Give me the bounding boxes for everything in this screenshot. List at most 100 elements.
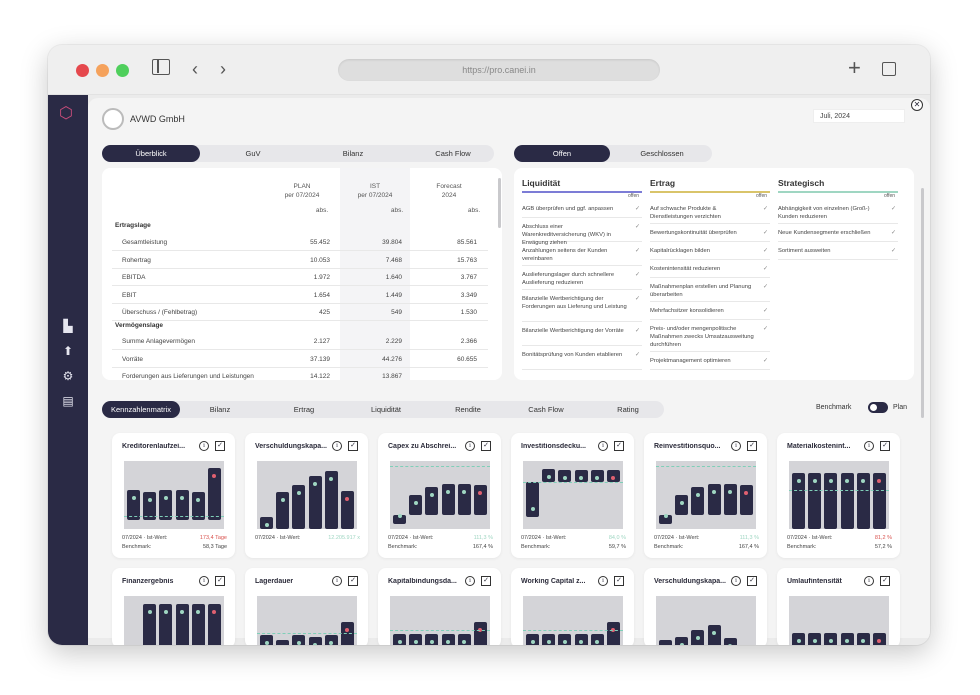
chart-bar[interactable] xyxy=(276,639,290,645)
chart-bar[interactable] xyxy=(872,473,886,529)
info-icon[interactable]: i xyxy=(731,576,741,586)
chart-bar[interactable] xyxy=(840,473,854,529)
action-item[interactable]: Kostenintensität reduzieren ✓ xyxy=(650,262,770,278)
chart-bar[interactable] xyxy=(425,486,439,516)
chart-bar[interactable] xyxy=(260,635,274,645)
canei-logo-icon[interactable]: ⬡ xyxy=(59,105,73,122)
upload-icon[interactable]: ⬆ xyxy=(62,344,74,358)
tab-liquiditaet[interactable]: Liquidität xyxy=(370,405,402,414)
address-bar[interactable]: https://pro.canei.in xyxy=(338,59,660,81)
kpi-card[interactable]: Umlaufintensität i ✓ xyxy=(777,568,900,645)
chart-bar[interactable] xyxy=(409,495,423,516)
chart-bar[interactable] xyxy=(292,635,306,645)
check-icon[interactable]: ✓ xyxy=(890,248,896,254)
chart-bar[interactable] xyxy=(175,489,189,521)
chart-bar[interactable] xyxy=(457,634,471,645)
chart-bar[interactable] xyxy=(659,639,673,645)
table-row[interactable]: EBITDA 1.972 1.640 3.767 xyxy=(112,269,488,286)
chart-bar[interactable] xyxy=(175,603,189,645)
check-icon[interactable]: ✓ xyxy=(614,441,624,451)
info-icon[interactable]: i xyxy=(465,576,475,586)
check-icon[interactable]: ✓ xyxy=(762,266,768,272)
tab-rating[interactable]: Rating xyxy=(617,405,639,414)
action-item[interactable]: Neue Kundensegmente erschließen ✓ xyxy=(778,226,898,242)
chart-bar[interactable] xyxy=(324,635,338,645)
sidebar-toggle-icon[interactable] xyxy=(152,59,170,75)
tab-cashflow-kpi[interactable]: Cash Flow xyxy=(528,405,564,414)
chart-bar[interactable] xyxy=(473,621,487,645)
chart-bar[interactable] xyxy=(308,636,322,645)
info-icon[interactable]: i xyxy=(598,576,608,586)
forward-icon[interactable]: › xyxy=(220,59,226,79)
check-icon[interactable]: ✓ xyxy=(634,206,640,212)
documents-icon[interactable]: ▤ xyxy=(62,394,74,408)
check-icon[interactable]: ✓ xyxy=(634,224,640,230)
chart-bar[interactable] xyxy=(675,495,689,516)
check-icon[interactable]: ✓ xyxy=(614,576,624,586)
chart-bar[interactable] xyxy=(856,473,870,529)
chart-bar[interactable] xyxy=(409,634,423,645)
info-icon[interactable]: i xyxy=(731,441,741,451)
chart-bar[interactable] xyxy=(574,469,588,482)
chart-bar[interactable] xyxy=(558,469,572,482)
chart-bar[interactable] xyxy=(457,484,471,516)
info-icon[interactable]: i xyxy=(199,441,209,451)
check-icon[interactable]: ✓ xyxy=(762,284,768,290)
table-row[interactable]: EBIT 1.654 1.449 3.349 xyxy=(112,287,488,304)
tab-offen[interactable]: Offen xyxy=(514,145,610,162)
chart-bar[interactable] xyxy=(127,489,141,521)
chart-bar[interactable] xyxy=(808,473,822,529)
action-item[interactable]: Bewertungskontinuität überprüfen ✓ xyxy=(650,226,770,242)
action-item[interactable]: Preis- und/oder mengenpolitische Maßnahm… xyxy=(650,322,770,352)
date-selector[interactable]: Juli, 2024 xyxy=(813,109,905,123)
chart-bar[interactable] xyxy=(659,515,673,524)
kpi-card[interactable]: Kreditorenlaufzei... i ✓ 07/2024 · Ist-Wert… xyxy=(112,433,235,558)
info-icon[interactable]: i xyxy=(864,576,874,586)
chart-bar[interactable] xyxy=(441,484,455,516)
tab-cashflow[interactable]: Cash Flow xyxy=(435,149,471,158)
info-icon[interactable]: i xyxy=(465,441,475,451)
action-item[interactable]: Mehrfachsitzer konsolidieren ✓ xyxy=(650,304,770,320)
action-item[interactable]: Kapitalrücklagen bilden ✓ xyxy=(650,244,770,260)
chart-bar[interactable] xyxy=(425,634,439,645)
check-icon[interactable]: ✓ xyxy=(634,272,640,278)
close-icon[interactable]: ✕ xyxy=(911,99,923,111)
minimize-window-button[interactable] xyxy=(96,64,109,77)
check-icon[interactable]: ✓ xyxy=(762,206,768,212)
check-icon[interactable]: ✓ xyxy=(890,230,896,236)
tab-guv[interactable]: GuV xyxy=(245,149,261,158)
chart-bar[interactable] xyxy=(606,469,620,482)
chart-bar[interactable] xyxy=(792,473,806,529)
action-item[interactable]: Projektmanagement optimieren ✓ xyxy=(650,354,770,370)
check-icon[interactable]: ✓ xyxy=(215,441,225,451)
check-icon[interactable]: ✓ xyxy=(762,308,768,314)
page-scrollbar[interactable] xyxy=(921,188,924,418)
check-icon[interactable]: ✓ xyxy=(481,576,491,586)
kpi-card[interactable]: Capex zu Abschrei... i ✓ 07/2024 · Ist-Wert… xyxy=(378,433,501,558)
action-item[interactable]: Bilanzielle Wertberichtigung der Vorräte… xyxy=(522,324,642,346)
chart-bar[interactable] xyxy=(393,634,407,645)
action-item[interactable]: Bonitätsprüfung von Kunden etablieren ✓ xyxy=(522,348,642,370)
tab-kennzahlenmatrix[interactable]: Kennzahlenmatrix xyxy=(102,401,180,418)
kpi-card[interactable]: Reinvestitionsquo... i ✓ 07/2024 · Ist-Wert… xyxy=(644,433,767,558)
action-item[interactable]: Sortiment ausweiten ✓ xyxy=(778,244,898,260)
table-row[interactable]: Gesamtleistung 55.452 39.804 85.561 xyxy=(112,234,488,251)
chart-bar[interactable] xyxy=(675,636,689,645)
chart-bar[interactable] xyxy=(526,634,540,645)
tab-bilanz-kpi[interactable]: Bilanz xyxy=(209,405,231,414)
chart-bar[interactable] xyxy=(292,485,306,529)
tab-bilanz[interactable]: Bilanz xyxy=(342,149,364,158)
chart-bar[interactable] xyxy=(558,634,572,645)
tab-geschlossen[interactable]: Geschlossen xyxy=(640,149,684,158)
tab-ueberblick[interactable]: Überblick xyxy=(102,145,200,162)
kpi-card[interactable]: Materialkostenint... i ✓ 07/2024 · Ist-Wert… xyxy=(777,433,900,558)
new-tab-icon[interactable]: + xyxy=(848,55,861,80)
table-row[interactable]: Summe Anlagevermögen 2.127 2.229 2.366 xyxy=(112,333,488,350)
settings-users-icon[interactable]: ⚙ xyxy=(62,369,74,383)
tab-ertrag[interactable]: Ertrag xyxy=(293,405,315,414)
chart-bar[interactable] xyxy=(143,603,157,645)
action-item[interactable]: Maßnahmenplan erstellen und Planung über… xyxy=(650,280,770,302)
check-icon[interactable]: ✓ xyxy=(880,441,890,451)
factory-icon[interactable]: ▙ xyxy=(63,319,73,333)
check-icon[interactable]: ✓ xyxy=(762,230,768,236)
